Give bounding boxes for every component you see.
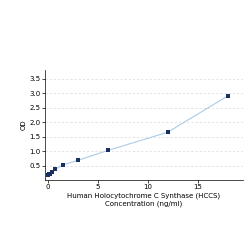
Point [54, 167, 58, 171]
Point [166, 130, 170, 134]
Point [48, 172, 52, 176]
Point [50, 170, 54, 174]
Point [106, 148, 110, 152]
X-axis label: Human Holocytochrome C Synthase (HCCS)
Concentration (ng/ml): Human Holocytochrome C Synthase (HCCS) C… [67, 193, 220, 207]
Point [47, 172, 51, 176]
Point [226, 94, 230, 98]
Y-axis label: OD: OD [21, 120, 27, 130]
Point [76, 158, 80, 162]
Point [61, 163, 65, 167]
Point [46, 173, 50, 177]
